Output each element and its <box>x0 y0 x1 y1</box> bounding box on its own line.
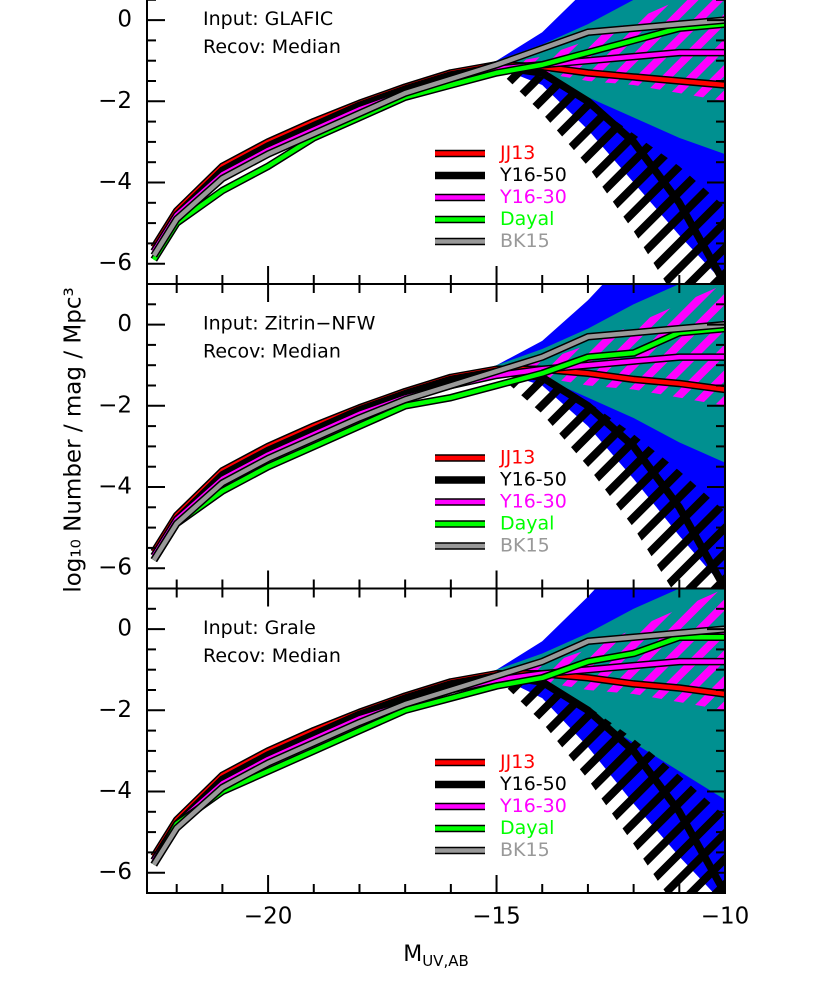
y-tick-label: −4 <box>98 474 132 500</box>
y-tick-label: 0 <box>117 7 132 33</box>
y-tick-label: −4 <box>98 778 132 804</box>
legend-label: BK15 <box>500 535 550 557</box>
x-axis-label-sub: UV,AB <box>422 952 469 970</box>
annotation: Input: Grale <box>203 617 316 639</box>
series-line <box>151 21 725 261</box>
y-tick-label: 0 <box>117 616 132 642</box>
annotation: Input: GLAFIC <box>203 8 333 30</box>
legend-label: BK15 <box>500 839 550 861</box>
plot-area <box>150 588 725 893</box>
legend-label: Y16-50 <box>499 469 567 491</box>
series-line <box>151 626 725 866</box>
annotation: Input: Zitrin−NFW <box>203 313 376 335</box>
x-axis-label: MUV,AB <box>403 942 469 970</box>
y-axis-label: log₁₀ Number / mag / Mpc³ <box>61 287 87 592</box>
legend-label: Y16-30 <box>499 186 567 208</box>
legend-label: JJ13 <box>499 142 535 164</box>
plot-area <box>150 284 725 589</box>
plot-frame <box>146 587 726 894</box>
y-tick-label: −6 <box>98 555 132 581</box>
x-tick-label: −10 <box>701 904 750 930</box>
legend-label: Dayal <box>500 513 554 535</box>
legend-label: BK15 <box>500 230 550 252</box>
hatched-band <box>496 284 725 406</box>
y-tick-label: −2 <box>98 88 132 114</box>
series-line <box>151 17 725 257</box>
annotation: Recov: Median <box>203 36 341 58</box>
series-line <box>151 326 725 562</box>
y-tick-label: −6 <box>98 250 132 276</box>
legend-label: Y16-30 <box>499 491 567 513</box>
hatched-band <box>496 369 725 589</box>
legend-label: JJ13 <box>499 447 535 469</box>
series-line <box>151 322 725 562</box>
hatched-band <box>496 64 725 284</box>
legend-label: Y16-30 <box>499 795 567 817</box>
hatched-band <box>496 673 725 893</box>
y-tick-label: 0 <box>117 311 132 337</box>
legend-label: Dayal <box>500 817 554 839</box>
x-tick-label: −20 <box>244 904 293 930</box>
y-tick-label: −2 <box>98 392 132 418</box>
x-tick-label: −15 <box>472 904 521 930</box>
legend-label: Y16-50 <box>499 773 567 795</box>
annotation: Recov: Median <box>203 645 341 667</box>
legend-label: Dayal <box>500 208 554 230</box>
series-line <box>151 634 725 866</box>
y-tick-label: −2 <box>98 697 132 723</box>
legend-label: JJ13 <box>499 751 535 773</box>
y-tick-label: −6 <box>98 859 132 885</box>
legend-label: Y16-50 <box>499 164 567 186</box>
annotation: Recov: Median <box>203 341 341 363</box>
y-tick-label: −4 <box>98 169 132 195</box>
hatched-band <box>496 588 725 711</box>
plot-area <box>150 0 725 284</box>
x-axis-label-main: M <box>403 942 422 967</box>
